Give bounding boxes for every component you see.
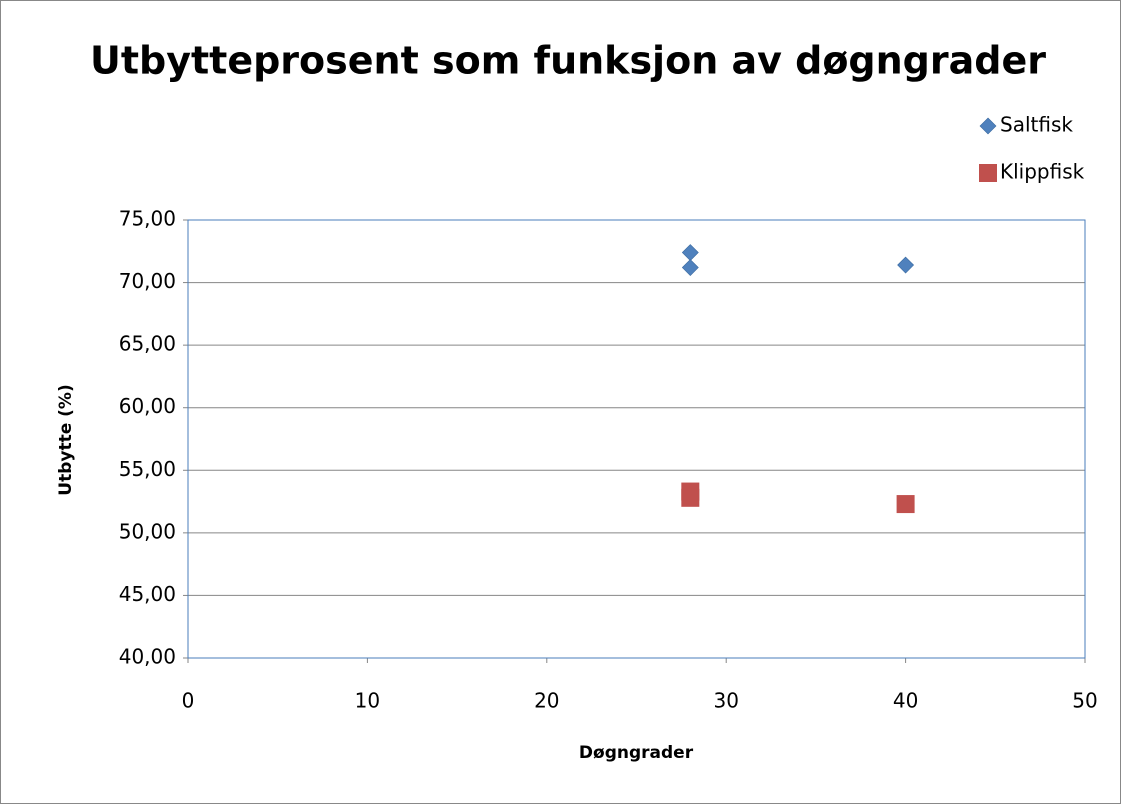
- y-tick-label: 50,00: [119, 519, 176, 543]
- y-tick-label: 75,00: [119, 207, 176, 231]
- y-tick-label: 70,00: [119, 269, 176, 293]
- legend-label: Saltfisk: [1000, 113, 1073, 137]
- x-tick-label: 50: [1072, 689, 1097, 713]
- plot-area: [187, 219, 1086, 659]
- y-tick-label: 40,00: [119, 645, 176, 669]
- x-tick-label: 0: [182, 689, 195, 713]
- point: [896, 495, 915, 514]
- x-tick-label: 30: [713, 689, 738, 713]
- point: [897, 256, 915, 274]
- legend-label: Klippfisk: [1000, 160, 1085, 184]
- point: [681, 259, 699, 276]
- x-tick-label: 10: [355, 689, 380, 713]
- x-axis-label: Døgngrader: [579, 743, 694, 763]
- y-tick-label: 55,00: [119, 457, 176, 481]
- x-tick-label: 40: [893, 689, 918, 713]
- y-axis-label: Utbytte (%): [56, 384, 76, 495]
- y-tick-label: 60,00: [119, 394, 176, 418]
- legend-marker: [979, 164, 997, 182]
- chart-title: Utbytteprosent som funksjon av døgngrade…: [90, 39, 1046, 83]
- legend-marker: [979, 117, 997, 135]
- y-tick-label: 65,00: [119, 332, 176, 356]
- y-tick-label: 45,00: [119, 582, 176, 606]
- point: [681, 488, 700, 507]
- x-tick-label: 20: [534, 689, 559, 713]
